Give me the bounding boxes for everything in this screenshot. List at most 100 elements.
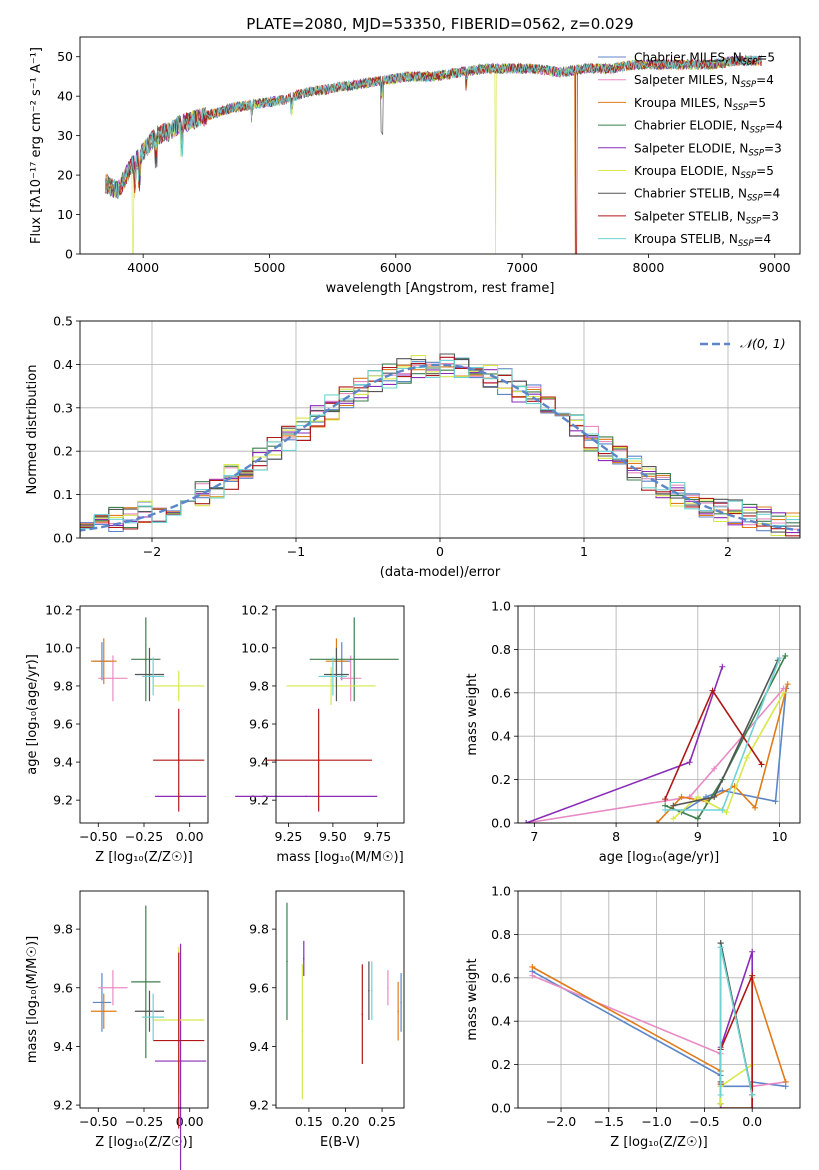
spectrum-series-kroupa-stelib <box>104 55 762 200</box>
x-tick-label: 0 <box>436 544 444 559</box>
x-tick-label: 0.0 <box>742 1114 762 1129</box>
data-point <box>335 673 338 676</box>
data-point <box>397 1010 399 1013</box>
legend-count: =4 <box>765 119 783 133</box>
weight-marker <box>723 809 730 816</box>
legend-count: =3 <box>761 209 779 223</box>
age-vs-mass-axes: 9.25 9.50 9.75 9.2 9.4 9.6 9.8 10.0 10.2 mass [lo… <box>241 602 404 865</box>
legend-entry: Chabrier STELIB, NSSP=4 <box>634 187 780 204</box>
y-tick-label: 0.6 <box>491 685 511 700</box>
data-point <box>361 1013 364 1015</box>
y-tick-label: 10 <box>57 207 73 222</box>
x-tick-label: 0.15 <box>295 1114 323 1129</box>
weight-line <box>531 966 787 1108</box>
weight-line <box>656 683 789 823</box>
weight-marker <box>529 972 536 979</box>
data-point <box>332 675 334 678</box>
spectrum-series-salpeter-stelib <box>104 55 762 254</box>
data-point <box>179 1060 182 1062</box>
legend-count: =4 <box>754 232 772 246</box>
y-tick-label: 9.6 <box>53 717 73 732</box>
x-tick-label: 8 <box>612 829 620 844</box>
y-axis-label: mass [log₁₀(M/M☉)] <box>25 936 40 1063</box>
mass-vs-ebv-points <box>286 902 402 1100</box>
y-tick-label: 9.8 <box>249 922 269 937</box>
weight-marker <box>784 681 791 688</box>
data-point <box>112 986 114 989</box>
weight-marker <box>653 820 660 823</box>
x-tick-label: 0.00 <box>176 829 204 844</box>
data-point <box>148 673 151 676</box>
weight-marker <box>780 689 787 696</box>
age-vs-mass-frame <box>275 605 405 824</box>
y-tick-label: 20 <box>57 168 73 183</box>
data-point <box>301 1030 304 1033</box>
y-tick-label: 0.4 <box>491 1014 511 1029</box>
y-tick-label: 0.6 <box>491 970 511 985</box>
legend-count: =5 <box>756 164 774 178</box>
x-tick-label: −2.0 <box>546 1114 576 1129</box>
y-tick-label: 9.2 <box>53 1098 73 1113</box>
spectrum-legend: Chabrier MILES, NSSP=5 Salpeter MILES, NS… <box>598 51 783 249</box>
weight-marker <box>749 1105 756 1108</box>
mass-vs-Z-points <box>90 905 207 1170</box>
weight-marker <box>711 793 718 800</box>
y-axis-label: mass weight <box>465 673 480 755</box>
weight-marker <box>749 948 756 955</box>
x-tick-label: 9.50 <box>319 829 347 844</box>
weight-vs-Z-lines <box>529 940 789 1108</box>
mass-vs-Z-axes: −0.50 −0.25 0.00 9.2 9.4 9.6 9.8 Z [log₁₀(Z/Z☉)… <box>25 922 204 1150</box>
y-tick-label: 1.0 <box>491 599 511 614</box>
y-tick-label: 0.5 <box>53 314 73 329</box>
age-vs-Z-frame <box>79 605 209 824</box>
y-tick-label: 9.2 <box>249 793 269 808</box>
weight-marker <box>717 1100 724 1107</box>
residuals-frame <box>79 320 801 539</box>
legend-count: =4 <box>756 73 774 87</box>
x-tick-label: 2 <box>724 544 732 559</box>
legend-subscript: SSP <box>742 58 758 68</box>
x-tick-label: 0.25 <box>368 1114 396 1129</box>
legend-entry: Salpeter STELIB, NSSP=3 <box>634 209 779 226</box>
x-tick-label: 0.20 <box>332 1114 360 1129</box>
legend-entry: Kroupa ELODIE, NSSP=5 <box>634 164 774 181</box>
legend-subscript: SSP <box>747 194 763 204</box>
y-tick-label: 9.4 <box>249 755 269 770</box>
weight-marker <box>717 944 724 951</box>
y-tick-label: 9.6 <box>249 717 269 732</box>
legend-entry: Chabrier MILES, NSSP=5 <box>634 51 775 68</box>
x-axis-label: mass [log₁₀(M/M☉)] <box>276 850 403 865</box>
legend-subscript: SSP <box>741 171 757 181</box>
x-tick-label: 5000 <box>254 260 286 275</box>
spectrum-series-kroupa-elodie <box>104 55 762 254</box>
y-tick-label: 9.4 <box>53 1039 73 1054</box>
legend-entry: Salpeter ELODIE, NSSP=3 <box>634 141 782 158</box>
weight-marker <box>694 793 701 800</box>
y-tick-label: 9.8 <box>53 922 73 937</box>
weight-marker <box>749 972 756 979</box>
x-tick-label: −2 <box>143 544 161 559</box>
spectrum-lines <box>104 54 762 254</box>
weight-marker <box>752 804 759 811</box>
x-tick-label: 9 <box>694 829 702 844</box>
weight-marker <box>678 793 685 800</box>
data-point <box>302 957 305 960</box>
legend-subscript: SSP <box>746 216 762 226</box>
data-point <box>286 960 288 963</box>
weight-vs-Z-axes: −2.0 −1.5 −1.0 −0.5 0.0 0.0 0.2 0.4 0.6 0.8 1.0 Z [… <box>465 884 800 1150</box>
data-point <box>145 658 147 661</box>
y-tick-label: 40 <box>57 89 73 104</box>
histogram-kroupa-stelib <box>80 359 800 537</box>
weight-marker <box>711 765 718 772</box>
weight-marker <box>776 655 783 662</box>
y-tick-label: 0.0 <box>491 816 511 831</box>
y-tick-label: 9.2 <box>249 1098 269 1113</box>
legend-subscript: SSP <box>738 239 754 249</box>
weight-marker <box>694 815 701 822</box>
y-tick-label: 0 <box>65 247 73 262</box>
x-axis-label: Z [log₁₀(Z/Z☉)] <box>95 850 192 865</box>
weight-line <box>719 975 754 1108</box>
weight-marker <box>662 796 669 803</box>
weight-line <box>526 687 785 823</box>
